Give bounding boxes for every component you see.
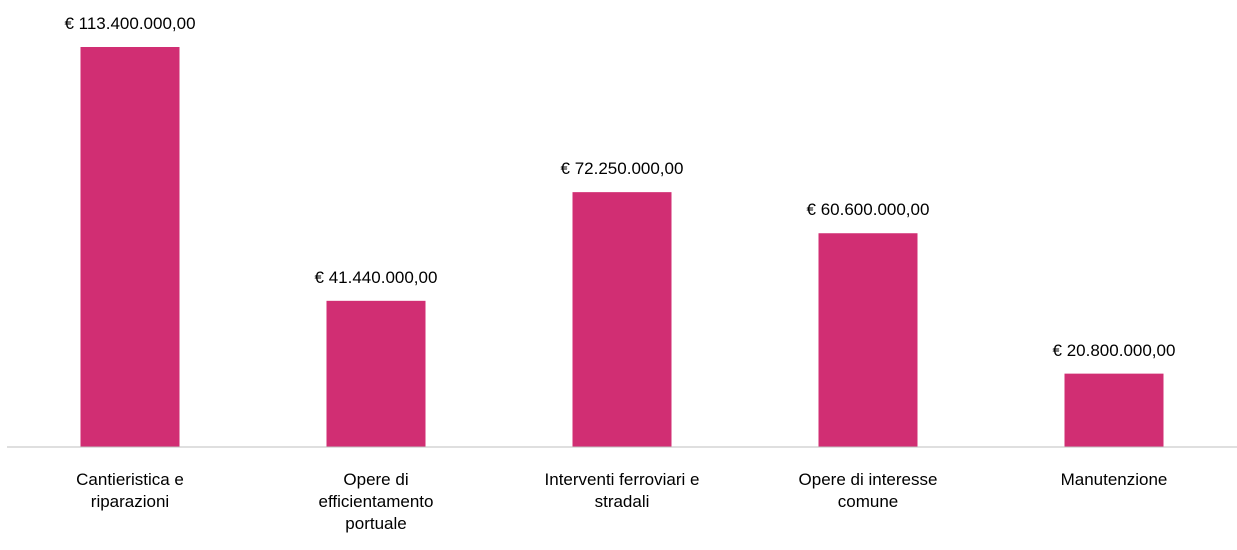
x-tick-label: Opere di efficientamento portuale <box>318 470 434 533</box>
x-tick-label: Interventi ferroviari e stradali <box>544 470 700 511</box>
x-tick-label: Opere di interesse comune <box>798 470 938 511</box>
bar <box>80 47 180 447</box>
bar <box>572 192 672 447</box>
bar <box>326 300 426 447</box>
x-tick-label: Manutenzione <box>1060 470 1168 489</box>
data-label: € 20.800.000,00 <box>1052 340 1176 360</box>
data-label: € 72.250.000,00 <box>560 159 684 179</box>
bar <box>1064 373 1164 447</box>
x-tick-label: Cantieristica e riparazioni <box>76 470 184 511</box>
data-label: € 41.440.000,00 <box>314 267 438 287</box>
data-label: € 60.600.000,00 <box>806 200 930 220</box>
data-label: € 113.400.000,00 <box>64 14 196 33</box>
bar <box>818 233 918 447</box>
